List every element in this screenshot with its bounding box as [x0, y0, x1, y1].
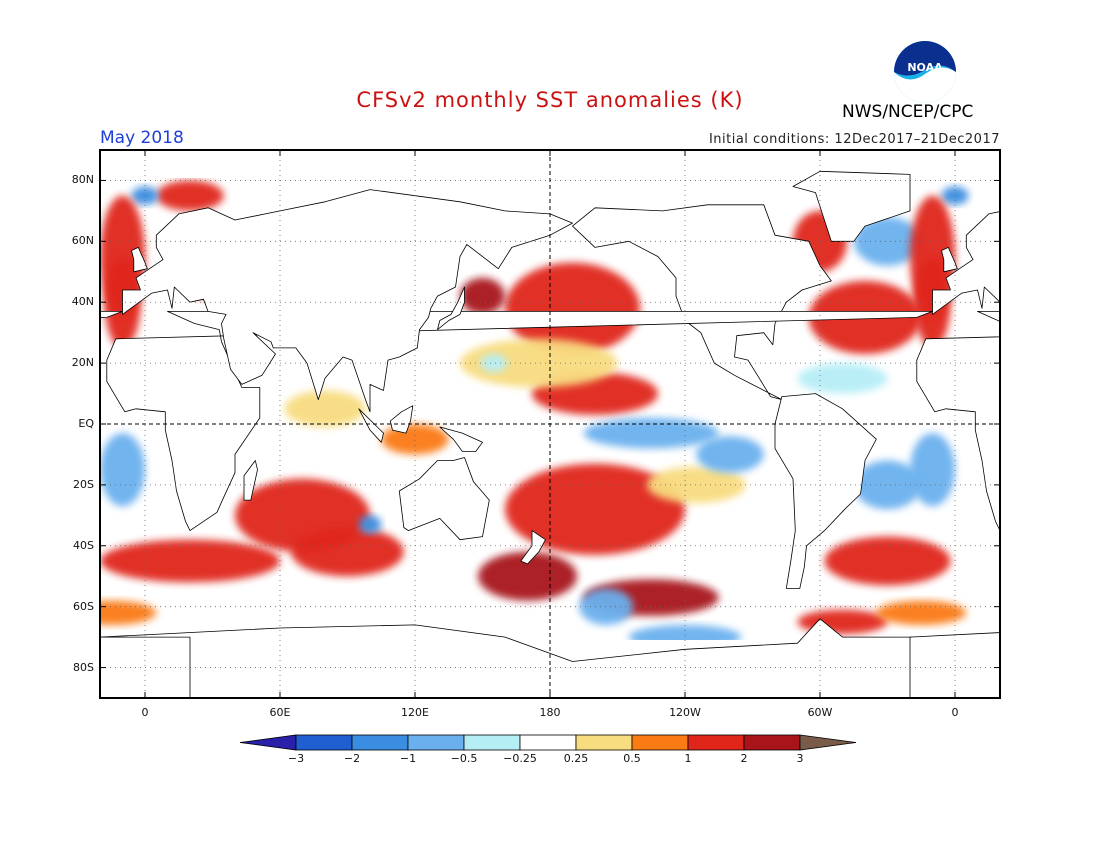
latitude-label: 40S — [73, 538, 94, 552]
landmass-madagascar — [243, 460, 258, 501]
colorbar-swatch — [351, 734, 409, 751]
colorbar-label: 1 — [684, 752, 692, 765]
colorbar-low-arrow — [239, 734, 297, 751]
latitude-label: 40N — [71, 295, 94, 309]
landmass-australia — [398, 457, 490, 541]
latitude-label: 80N — [71, 173, 94, 187]
colorbar-label: −2 — [343, 752, 361, 765]
anomaly-region — [583, 417, 719, 449]
anomaly-region — [505, 262, 640, 354]
colorbar-label: −0.5 — [450, 752, 478, 765]
latitude-label: 20N — [71, 356, 94, 370]
colorbar-swatch — [631, 734, 689, 751]
axis-ticks — [100, 150, 1000, 698]
anomaly-region — [646, 466, 746, 504]
latitude-label: 80S — [73, 660, 94, 674]
logo-text: NOAA — [907, 61, 943, 74]
anomaly-region — [460, 338, 618, 388]
anomaly-region — [579, 588, 634, 625]
landmass-uk — [131, 247, 148, 273]
colorbar-swatch — [519, 734, 577, 751]
landmass-uk — [941, 247, 958, 273]
colorbar-swatch — [295, 734, 353, 751]
anomaly-region — [797, 363, 888, 394]
noaa-logo: NOAA — [893, 40, 957, 104]
chart-title: CFSv2 monthly SST anomalies (K) — [356, 88, 744, 112]
anomaly-region — [824, 536, 951, 586]
colorbar-swatch — [687, 734, 745, 751]
forecast-month: May 2018 — [100, 128, 184, 148]
anomaly-region — [156, 180, 224, 211]
latitude-label: 60S — [73, 599, 94, 613]
colorbar-high-arrow — [799, 734, 857, 751]
anomaly-region — [910, 433, 955, 507]
anomaly-region — [100, 195, 145, 318]
anomaly-region — [358, 515, 382, 534]
colorbar-label: 0.5 — [623, 752, 641, 765]
longitude-label: 120W — [669, 706, 701, 719]
colorbar-label: −3 — [287, 752, 305, 765]
anomaly-region — [910, 195, 955, 318]
landmass-south-america — [774, 393, 877, 589]
latitude-label: 60N — [71, 234, 94, 248]
anomaly-region — [480, 353, 508, 373]
landmass-south-america — [0, 394, 66, 589]
colorbar-swatch — [463, 734, 521, 751]
landmass-africa — [100, 311, 123, 318]
anomaly-region — [291, 527, 404, 577]
longitude-label: 120E — [401, 706, 429, 719]
anomaly-region — [100, 600, 157, 625]
colorbar-label: 2 — [740, 752, 748, 765]
anomaly-region — [876, 600, 967, 625]
anomaly-region — [100, 433, 145, 507]
anomaly-region — [628, 624, 742, 640]
landmass-africa — [106, 311, 933, 531]
colorbar-label: −0.25 — [503, 752, 537, 765]
latitude-label: 20S — [73, 477, 94, 491]
longitude-label: 180 — [539, 706, 561, 719]
longitude-label: 0 — [141, 706, 149, 719]
landmass-new-zealand — [520, 530, 546, 565]
landmass-indonesia-borneo — [389, 405, 414, 434]
longitude-label: 60W — [807, 706, 833, 719]
anomaly-region — [853, 460, 922, 510]
anomaly-region — [696, 436, 764, 473]
colorbar-swatch — [743, 734, 801, 751]
landmasses — [0, 170, 1068, 698]
initial-conditions: Initial conditions: 12Dec2017–21Dec2017 — [708, 132, 1000, 147]
landmass-new-guinea — [439, 426, 483, 452]
longitude-label: 0 — [951, 706, 959, 719]
landmass-sumatra — [358, 408, 384, 443]
anomaly-region — [853, 216, 922, 266]
colorbar-swatch — [407, 734, 465, 751]
colorbar-swatch — [575, 734, 633, 751]
landmass-greenland — [792, 170, 911, 242]
landmass-eurasia — [122, 189, 573, 413]
anomaly-region — [381, 424, 449, 455]
longitude-label: 60E — [269, 706, 291, 719]
landmass-north-america — [572, 204, 832, 400]
colorbar-label: 0.25 — [563, 752, 589, 765]
landmass-eurasia — [932, 211, 1000, 315]
latitude-label: EQ — [78, 417, 94, 430]
map-grid — [100, 150, 1000, 698]
anomaly-region — [460, 277, 505, 315]
landmass-antarctica — [100, 618, 1000, 698]
colorbar-label: −1 — [399, 752, 417, 765]
colorbar-label: 3 — [796, 752, 804, 765]
landmass-japan — [437, 286, 465, 330]
landmass-madagascar — [1054, 461, 1068, 501]
anomaly-region — [478, 551, 577, 601]
anomaly-region — [284, 390, 366, 428]
landmass-north-america — [0, 205, 21, 400]
landmass-africa — [916, 311, 1000, 531]
colorbar — [239, 734, 857, 751]
agency-label: NWS/NCEP/CPC — [842, 102, 974, 122]
